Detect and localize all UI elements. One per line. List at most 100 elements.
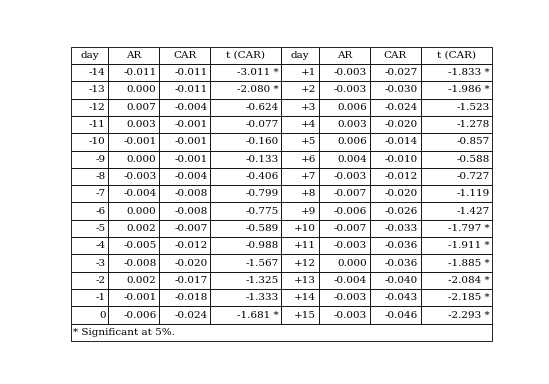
Bar: [159, 116, 210, 133]
Text: 0.002: 0.002: [127, 224, 156, 233]
Text: -11: -11: [89, 120, 105, 129]
Text: -1.885 *: -1.885 *: [448, 258, 489, 268]
Text: -0.008: -0.008: [174, 207, 208, 216]
Text: 0.003: 0.003: [127, 120, 156, 129]
Text: +14: +14: [294, 293, 316, 302]
Text: -10: -10: [89, 137, 105, 146]
Text: -0.004: -0.004: [334, 276, 367, 285]
Bar: [369, 116, 421, 133]
Bar: [369, 237, 421, 255]
Text: 0.003: 0.003: [338, 120, 367, 129]
Text: -0.004: -0.004: [124, 189, 156, 199]
Bar: [210, 133, 282, 151]
Text: day: day: [80, 51, 99, 60]
Text: -0.004: -0.004: [174, 103, 208, 112]
Bar: [210, 220, 282, 237]
Bar: [421, 272, 492, 289]
Text: -2.293 *: -2.293 *: [448, 311, 489, 319]
Bar: [71, 185, 108, 202]
Bar: [319, 220, 369, 237]
Bar: [319, 272, 369, 289]
Bar: [421, 220, 492, 237]
Text: -0.011: -0.011: [174, 86, 208, 94]
Text: -0.589: -0.589: [245, 224, 279, 233]
Bar: [369, 99, 421, 116]
Text: -0.001: -0.001: [174, 137, 208, 146]
Text: -0.001: -0.001: [124, 137, 156, 146]
Text: -0.036: -0.036: [385, 241, 418, 250]
Bar: [108, 289, 159, 306]
Text: -1.278: -1.278: [456, 120, 489, 129]
Bar: [319, 81, 369, 99]
Text: -0.004: -0.004: [174, 172, 208, 181]
Bar: [71, 306, 108, 324]
Bar: [71, 289, 108, 306]
Text: -0.007: -0.007: [334, 189, 367, 199]
Text: -9: -9: [96, 155, 105, 164]
Bar: [159, 306, 210, 324]
Bar: [71, 255, 108, 272]
Text: -8: -8: [96, 172, 105, 181]
Text: -0.027: -0.027: [385, 68, 418, 77]
Text: -0.010: -0.010: [385, 155, 418, 164]
Text: -0.012: -0.012: [385, 172, 418, 181]
Bar: [369, 168, 421, 185]
Bar: [108, 220, 159, 237]
Bar: [282, 99, 319, 116]
Bar: [421, 306, 492, 324]
Text: -6: -6: [96, 207, 105, 216]
Text: -1.119: -1.119: [456, 189, 489, 199]
Text: -0.014: -0.014: [385, 137, 418, 146]
Text: * Significant at 5%.: * Significant at 5%.: [74, 328, 175, 337]
Text: -2.084 *: -2.084 *: [448, 276, 489, 285]
Bar: [319, 47, 369, 64]
Text: -0.040: -0.040: [385, 276, 418, 285]
Bar: [71, 237, 108, 255]
Text: -14: -14: [89, 68, 105, 77]
Bar: [159, 202, 210, 220]
Text: t (CAR): t (CAR): [437, 51, 476, 60]
Bar: [159, 255, 210, 272]
Text: -12: -12: [89, 103, 105, 112]
Bar: [319, 64, 369, 81]
Text: -1.986 *: -1.986 *: [448, 86, 489, 94]
Bar: [369, 255, 421, 272]
Bar: [369, 47, 421, 64]
Bar: [159, 185, 210, 202]
Text: -0.799: -0.799: [245, 189, 279, 199]
Text: -0.160: -0.160: [245, 137, 279, 146]
Bar: [108, 99, 159, 116]
Text: -0.003: -0.003: [334, 311, 367, 319]
Bar: [421, 116, 492, 133]
Text: 0.002: 0.002: [127, 276, 156, 285]
Text: CAR: CAR: [384, 51, 407, 60]
Text: -0.588: -0.588: [456, 155, 489, 164]
Bar: [210, 116, 282, 133]
Text: -1.797 *: -1.797 *: [448, 224, 489, 233]
Text: +5: +5: [301, 137, 316, 146]
Text: -0.017: -0.017: [174, 276, 208, 285]
Bar: [421, 185, 492, 202]
Text: AR: AR: [337, 51, 352, 60]
Bar: [108, 272, 159, 289]
Bar: [210, 202, 282, 220]
Bar: [369, 133, 421, 151]
Bar: [71, 168, 108, 185]
Text: -0.043: -0.043: [385, 293, 418, 302]
Bar: [159, 99, 210, 116]
Text: -0.024: -0.024: [385, 103, 418, 112]
Bar: [319, 237, 369, 255]
Bar: [421, 64, 492, 81]
Bar: [210, 81, 282, 99]
Bar: [369, 306, 421, 324]
Bar: [282, 64, 319, 81]
Bar: [282, 151, 319, 168]
Bar: [282, 116, 319, 133]
Text: 0.000: 0.000: [127, 155, 156, 164]
Bar: [369, 151, 421, 168]
Bar: [159, 133, 210, 151]
Text: -1.911 *: -1.911 *: [448, 241, 489, 250]
Text: -0.020: -0.020: [385, 189, 418, 199]
Text: -0.020: -0.020: [174, 258, 208, 268]
Bar: [282, 255, 319, 272]
